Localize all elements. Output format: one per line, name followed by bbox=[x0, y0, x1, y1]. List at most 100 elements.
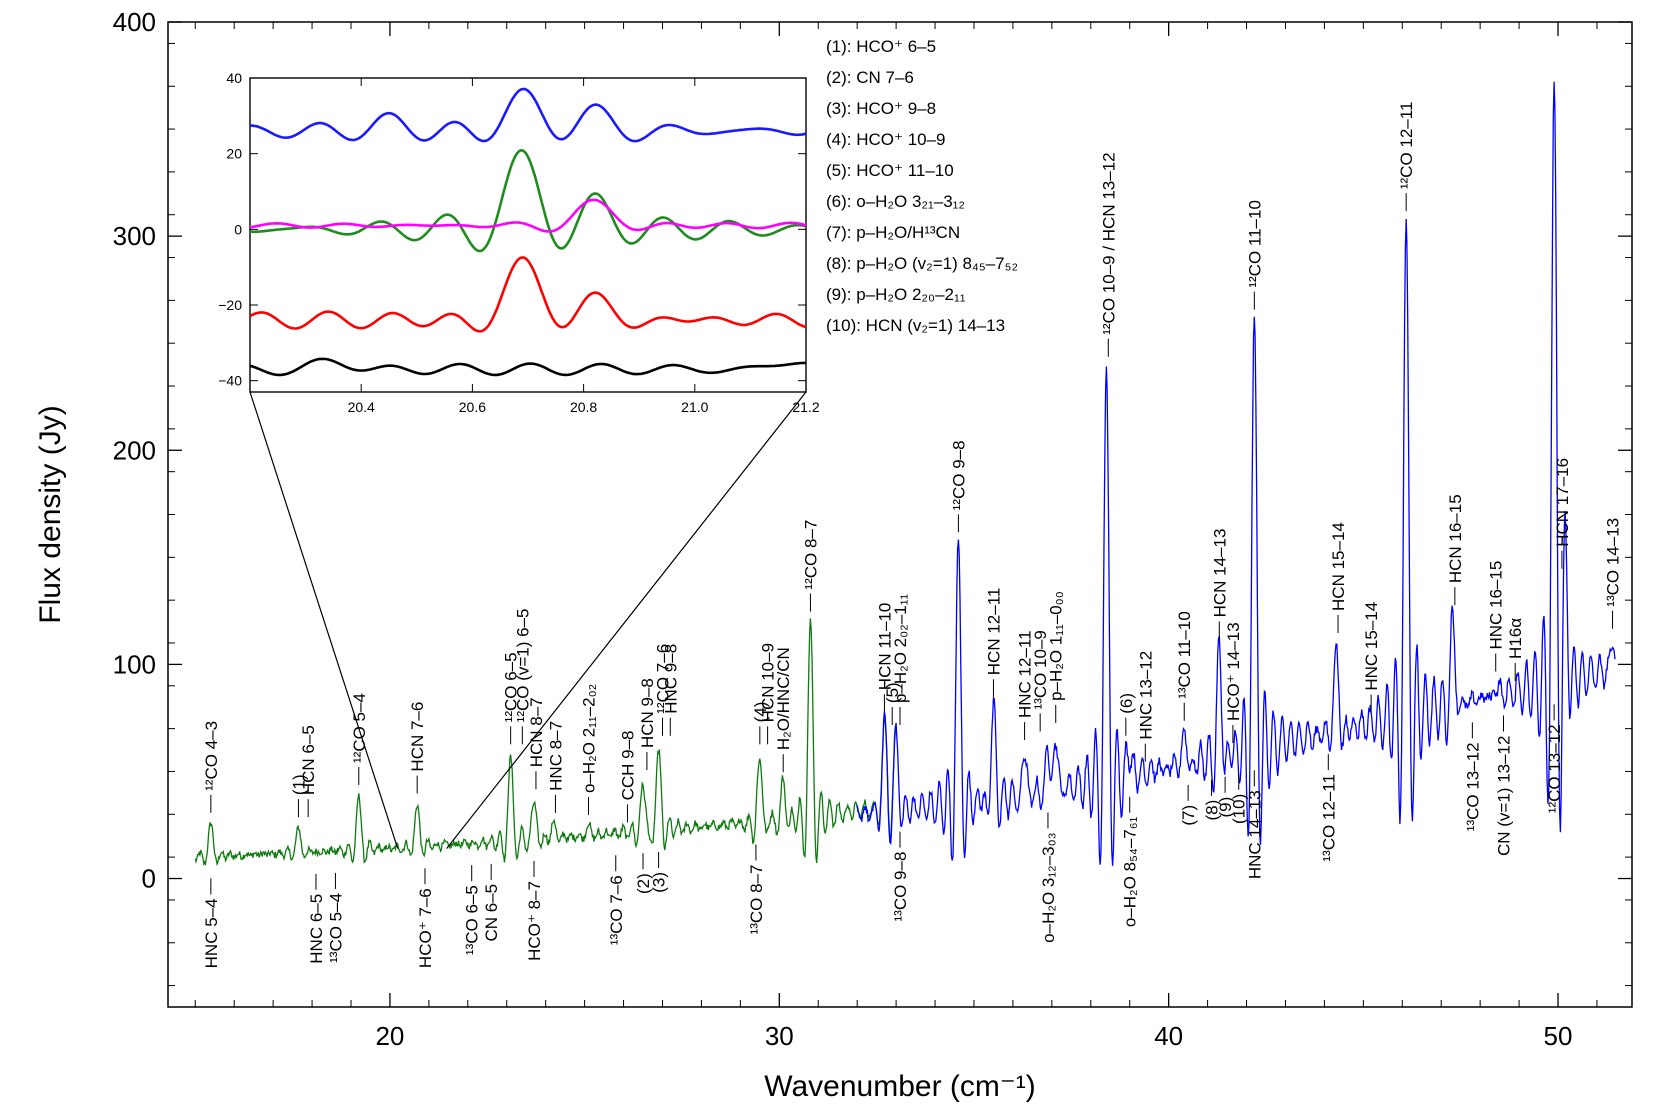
annotation-label-above: H16α bbox=[1506, 618, 1525, 659]
annotation-label-below: (8) bbox=[1202, 800, 1221, 821]
annotation-label-below: ¹³CO 5–4 bbox=[326, 893, 345, 963]
inset-y-tick-label: −40 bbox=[218, 373, 242, 389]
y-tick-label: 200 bbox=[113, 435, 156, 465]
annotation-label-below: HNC 5–4 bbox=[202, 898, 221, 968]
legend-entry: (9): p–H₂O 2₂₀–2₁₁ bbox=[826, 285, 966, 304]
annotation-label-above: ¹²CO 4–3 bbox=[202, 721, 221, 791]
annotation-label-above: ¹²CO 10–9 / HCN 13–12 bbox=[1099, 152, 1118, 334]
annotation-label-above: (6) bbox=[1117, 693, 1136, 714]
annotation-label-below: HNC 14–13 bbox=[1245, 790, 1264, 879]
annotation-label-below: HCO⁺ 8–7 bbox=[525, 881, 544, 961]
series-line-blue bbox=[856, 81, 1616, 866]
series-line-green bbox=[194, 618, 897, 867]
annotation-label-above: HCN 10–9 bbox=[759, 643, 778, 722]
annotation-label-below: CN (v=1) 13–12 bbox=[1495, 736, 1514, 856]
annotation-label-above: ¹³CO 10–9 bbox=[1031, 630, 1050, 709]
annotation-label-below: (9) bbox=[1216, 797, 1235, 818]
annotation-label-above: o–H₂O 2₁₁–2₀₂ bbox=[580, 684, 599, 793]
y-axis-title: Flux density (Jy) bbox=[34, 405, 67, 623]
y-tick-label: 100 bbox=[113, 649, 156, 679]
annotation-label-below: ¹³CO 8–7 bbox=[747, 865, 766, 935]
annotation-label-above: CCH 9–8 bbox=[618, 730, 637, 800]
annotation-label-above: HCN 12–11 bbox=[984, 588, 1003, 676]
annotation-label-below: ¹³CO 13–12 bbox=[1463, 742, 1482, 831]
inset-frame bbox=[249, 77, 807, 393]
annotation-label-below: ¹³CO 9–8 bbox=[891, 852, 910, 922]
annotation-label-above: p–H₂O 1₁₁–0₀₀ bbox=[1047, 591, 1066, 701]
annotation-label-below: o–H₂O 3₁₂–3₀₃ bbox=[1039, 832, 1058, 942]
inset-x-tick-label: 21.2 bbox=[792, 399, 819, 415]
annotation-label-above: HNC 13–12 bbox=[1136, 651, 1155, 740]
annotation-label-above: HCO⁺ 14–13 bbox=[1224, 622, 1243, 721]
annotation-label-above: HCN 16–15 bbox=[1446, 494, 1465, 583]
inset-series-red bbox=[249, 256, 807, 333]
annotation-label-above: ¹²CO 11–10 bbox=[1245, 200, 1264, 288]
annotation-label-above: HCN 15–14 bbox=[1329, 522, 1348, 611]
legend-entry: (5): HCO⁺ 11–10 bbox=[826, 161, 954, 180]
x-tick-label: 50 bbox=[1544, 1021, 1573, 1051]
inset-y-tick-label: 40 bbox=[226, 70, 242, 86]
zoom-line-right bbox=[446, 391, 807, 849]
y-tick-label: 400 bbox=[113, 7, 156, 37]
legend-entry: (4): HCO⁺ 10–9 bbox=[826, 130, 946, 149]
legend-entry: (1): HCO⁺ 6–5 bbox=[826, 37, 936, 56]
annotation-label-below: ¹³CO 6–5 bbox=[463, 885, 482, 955]
legend-entry: (8): p–H₂O (v₂=1) 8₄₅–7₅₂ bbox=[826, 254, 1018, 273]
x-tick-label: 40 bbox=[1154, 1021, 1183, 1051]
y-tick-label: 0 bbox=[142, 864, 156, 894]
annotation-label-below: (2) bbox=[634, 873, 653, 894]
annotation-label-above: (5) bbox=[883, 682, 902, 703]
annotation-label-above: ¹²CO (v=1) 6–5 bbox=[513, 608, 532, 722]
annotation-label-above: ¹³CO 11–10 bbox=[1175, 611, 1194, 699]
annotation-label-above: HNC 9–8 bbox=[661, 644, 680, 714]
inset-y-tick-label: −20 bbox=[218, 297, 242, 313]
annotation-label-below: ¹³CO 7–6 bbox=[607, 875, 626, 945]
annotation-label-above: HCN 7–6 bbox=[408, 702, 427, 772]
annotation-label-above: HCN 11–10 bbox=[875, 603, 894, 691]
annotation-label-below: (3) bbox=[650, 872, 669, 893]
x-tick-label: 20 bbox=[375, 1021, 404, 1051]
annotation-label-below: ¹²CO 13–12 bbox=[1545, 724, 1564, 813]
annotation-label-above: (1) bbox=[289, 774, 308, 795]
inset-x-tick-label: 20.4 bbox=[348, 399, 375, 415]
annotation-label-above: HCN 9–8 bbox=[638, 678, 657, 748]
annotation-label-above: HCN 17–16 bbox=[1553, 458, 1572, 547]
annotation-label-above: ¹²CO 7–6 bbox=[653, 644, 672, 714]
annotation-label-above: ¹³CO 14–13 bbox=[1604, 518, 1623, 607]
annotation-label-above: (4) bbox=[751, 702, 770, 723]
annotation-label-above: HCN 8–7 bbox=[527, 697, 546, 767]
legend-entry: (10): HCN (v₂=1) 14–13 bbox=[826, 316, 1005, 335]
annotation-label-above: HNC 8–7 bbox=[546, 721, 565, 791]
inset-series-green bbox=[249, 148, 807, 253]
x-axis-title: Wavenumber (cm⁻¹) bbox=[764, 1070, 1035, 1103]
annotation-label-above: HCN 14–13 bbox=[1210, 529, 1229, 618]
legend-entry: (7): p–H₂O/H¹³CN bbox=[826, 223, 960, 242]
annotation-label-below: HNC 6–5 bbox=[307, 894, 326, 964]
inset-x-tick-label: 20.6 bbox=[459, 399, 486, 415]
annotation-label-above: H₂O/HNC/CN bbox=[774, 647, 793, 750]
annotation-label-above: ¹²CO 12–11 bbox=[1397, 102, 1416, 190]
x-tick-label: 30 bbox=[765, 1021, 794, 1051]
annotation-label-below: HCO⁺ 7–6 bbox=[416, 888, 435, 968]
zoom-line-left bbox=[249, 391, 399, 849]
y-tick-label: 300 bbox=[113, 221, 156, 251]
annotation-label-above: ¹²CO 6–5 bbox=[502, 652, 521, 722]
legend-entry: (6): o–H₂O 3₂₁–3₁₂ bbox=[826, 192, 965, 211]
legend-entry: (2): CN 7–6 bbox=[826, 68, 914, 87]
annotation-label-above: ¹²CO 9–8 bbox=[949, 440, 968, 510]
annotation-label-above: HNC 16–15 bbox=[1487, 561, 1506, 650]
annotation-label-below: ¹³CO 12–11 bbox=[1319, 774, 1338, 862]
annotation-label-above: ¹²CO 8–7 bbox=[801, 520, 820, 590]
annotation-label-above: p–H₂O 2₀₂–1₁₁ bbox=[891, 594, 910, 703]
inset-x-tick-label: 20.8 bbox=[570, 399, 597, 415]
annotation-label-below: CN 6–5 bbox=[482, 884, 501, 942]
inset-y-tick-label: 0 bbox=[234, 221, 242, 237]
annotation-label-above: HNC 12–11 bbox=[1016, 630, 1035, 718]
legend-entry: (3): HCO⁺ 9–8 bbox=[826, 99, 936, 118]
annotation-label-below: (10) bbox=[1230, 794, 1249, 824]
annotation-label-above: HCN 6–5 bbox=[299, 725, 318, 795]
inset-series-blue bbox=[250, 87, 807, 143]
inset-x-tick-label: 21.0 bbox=[681, 399, 708, 415]
